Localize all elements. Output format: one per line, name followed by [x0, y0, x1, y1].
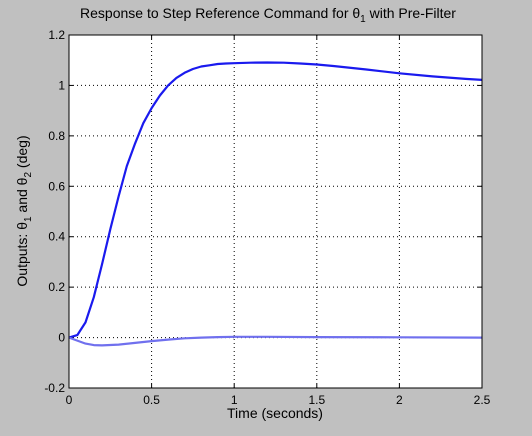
x-tick-label: 2.5	[474, 393, 491, 407]
x-tick-label: 1.5	[308, 393, 325, 407]
y-tick-label: 0	[58, 331, 65, 345]
series-line-2	[68, 335, 483, 347]
y-axis-label-part: and θ	[14, 177, 30, 216]
y-tick-label: 0.8	[48, 129, 65, 143]
x-tick-label: 0	[66, 393, 73, 407]
chart-title: Response to Step Reference Command for θ…	[80, 5, 456, 25]
y-tick-label: 0.2	[48, 280, 65, 294]
y-axis-label-subscript: 1	[23, 216, 34, 222]
y-axis-label: Outputs: θ1 and θ2 (deg)	[14, 135, 34, 286]
y-tick-label: -0.2	[44, 381, 65, 395]
y-tick-label: 1	[58, 78, 65, 92]
x-tick-label: 0.5	[143, 393, 160, 407]
y-axis-label-part: (deg)	[14, 135, 30, 172]
chart-title-suffix: with Pre-Filter	[366, 5, 457, 21]
y-axis-label-part: Outputs: θ	[14, 222, 30, 287]
series-line-1	[68, 61, 483, 339]
plot-area	[69, 35, 482, 388]
tick-labels: 0 0.5 1 1.5 2 2.5-0.200.20.40.60.811.2	[44, 28, 490, 407]
y-tick-label: 0.4	[48, 230, 65, 244]
x-tick-label: 1	[231, 393, 238, 407]
series-layer	[68, 61, 483, 347]
y-axis-label-subscript: 2	[23, 172, 34, 178]
y-tick-label: 1.2	[48, 28, 65, 42]
x-tick-label: 2	[396, 393, 403, 407]
chart-title-subscript: 1	[360, 14, 366, 25]
x-axis-label: Time (seconds)	[227, 405, 323, 421]
y-tick-label: 0.6	[48, 179, 65, 193]
plot-frame	[68, 34, 483, 389]
chart-title-main: Response to Step Reference Command for θ	[80, 5, 360, 21]
